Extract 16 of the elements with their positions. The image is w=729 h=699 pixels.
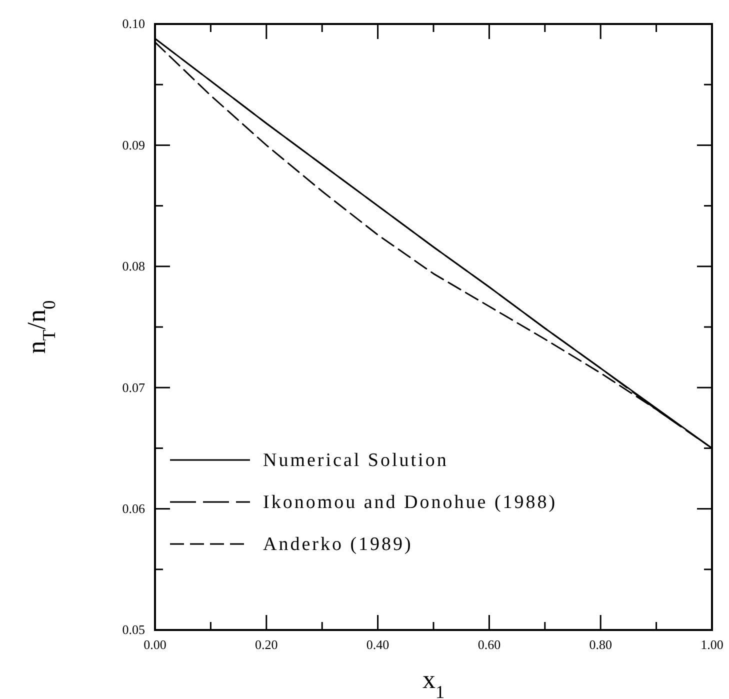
x-tick-label: 0.00 xyxy=(144,637,166,652)
y-tick-label: 0.05 xyxy=(122,622,145,638)
x-axis-title: x$_{1}$ xyxy=(422,665,445,699)
legend-label: Numerical Solution xyxy=(263,450,448,471)
x-tick-label: 0.80 xyxy=(589,637,612,652)
x-tick-label: 0.20 xyxy=(255,637,278,652)
y-tick-label: 0.07 xyxy=(122,380,146,395)
y-tick-label: 0.08 xyxy=(122,258,145,274)
legend-label: Ikonomou and Donohue (1988) xyxy=(263,492,558,513)
y-tick-label: 0.06 xyxy=(122,500,146,516)
y-tick-label: 0.09 xyxy=(122,137,145,152)
x-tick-label: 1.00 xyxy=(700,637,724,652)
x-tick-label: 0.40 xyxy=(366,637,390,652)
x-tick-label: 0.60 xyxy=(478,637,501,652)
y-tick-label: 0.10 xyxy=(122,16,145,32)
legend-label: Anderko (1989) xyxy=(263,534,413,555)
